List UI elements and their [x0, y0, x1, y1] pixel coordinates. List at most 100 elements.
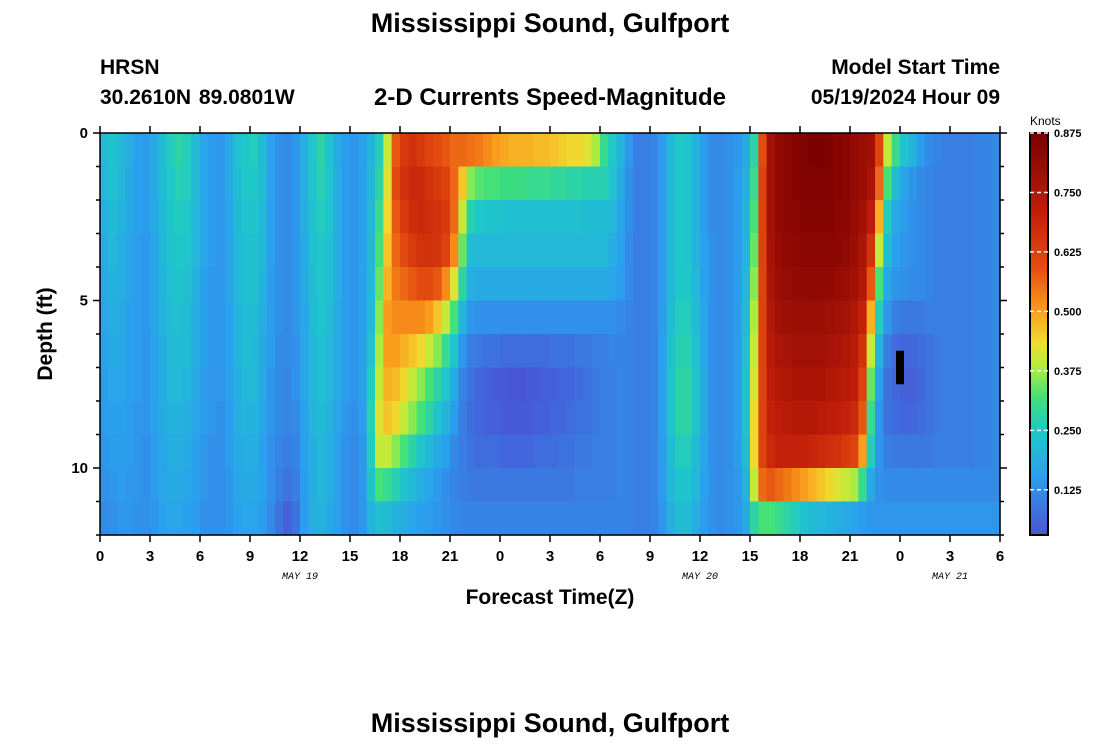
heatmap-cell	[433, 434, 443, 469]
heatmap-cell	[833, 367, 843, 402]
heatmap-cell	[250, 267, 259, 302]
heatmap-cell	[875, 200, 884, 235]
heatmap-cell	[708, 501, 718, 536]
heatmap-cell	[258, 300, 268, 335]
heatmap-cell	[691, 200, 701, 235]
heatmap-cell	[358, 434, 368, 469]
heatmap-cell	[416, 233, 426, 268]
heatmap-cell	[775, 166, 784, 201]
heatmap-cell	[441, 166, 451, 201]
heatmap-cell	[650, 334, 659, 369]
heatmap-cell	[958, 267, 968, 302]
heatmap-cell	[358, 133, 368, 168]
heatmap-cell	[333, 200, 343, 235]
heatmap-cell	[450, 401, 459, 436]
heatmap-cell	[991, 133, 1001, 168]
heatmap-cell	[866, 166, 876, 201]
heatmap-cell	[791, 300, 801, 335]
heatmap-cell	[450, 367, 459, 402]
heatmap-cell	[566, 367, 576, 402]
heatmap-cell	[408, 166, 418, 201]
heatmap-cell	[100, 200, 109, 235]
heatmap-cell	[416, 334, 426, 369]
heatmap-cell	[933, 434, 943, 469]
colorbar-tick-label: 0.750	[1054, 187, 1082, 199]
heatmap-cell	[625, 300, 634, 335]
heatmap-cell	[866, 367, 876, 402]
heatmap-cell	[616, 367, 626, 402]
heatmap-cell	[958, 501, 968, 536]
heatmap-cell	[691, 501, 701, 536]
heatmap-cell	[408, 501, 418, 536]
heatmap-cell	[533, 200, 543, 235]
heatmap-cell	[750, 367, 759, 402]
heatmap-cell	[208, 468, 218, 503]
heatmap-cell	[291, 300, 301, 335]
heatmap-cell	[550, 401, 559, 436]
heatmap-cell	[783, 401, 793, 436]
heatmap-cell	[900, 267, 909, 302]
heatmap-cell	[191, 166, 201, 201]
colorbar-tick-label: 0.375	[1054, 366, 1082, 378]
heatmap-cell	[383, 468, 393, 503]
heatmap-cell	[366, 334, 376, 369]
heatmap-cell	[866, 267, 876, 302]
heatmap-cell	[591, 468, 601, 503]
heatmap-cell	[558, 133, 568, 168]
heatmap-cell	[933, 166, 943, 201]
heatmap-cell	[750, 401, 759, 436]
heatmap-cell	[808, 434, 818, 469]
heatmap-cell	[733, 468, 743, 503]
heatmap-cell	[466, 501, 476, 536]
heatmap-cell	[208, 133, 218, 168]
heatmap-cell	[983, 367, 993, 402]
heatmap-cell	[958, 401, 968, 436]
heatmap-cell	[416, 133, 426, 168]
heatmap-cell	[366, 501, 376, 536]
heatmap-cell	[341, 200, 351, 235]
heatmap-cell	[700, 434, 709, 469]
heatmap-cell	[950, 300, 959, 335]
heatmap-cell	[300, 334, 309, 369]
heatmap-cell	[566, 401, 576, 436]
heatmap-cell	[716, 133, 726, 168]
heatmap-cell	[233, 367, 243, 402]
heatmap-cell	[158, 166, 168, 201]
heatmap-cell	[466, 133, 476, 168]
heatmap-cell	[733, 501, 743, 536]
heatmap-cell	[491, 267, 501, 302]
heatmap-cell	[841, 200, 851, 235]
heatmap-cell	[508, 501, 518, 536]
heatmap-cell	[700, 166, 709, 201]
heatmap-cell	[983, 401, 993, 436]
heatmap-cell	[208, 267, 218, 302]
heatmap-cell	[133, 501, 143, 536]
heatmap-cell	[141, 233, 151, 268]
heatmap-cell	[566, 267, 576, 302]
heatmap-cell	[108, 468, 118, 503]
heatmap-cell	[516, 468, 526, 503]
heatmap-cell	[566, 166, 576, 201]
x-tick-label: 12	[292, 548, 309, 565]
heatmap-cell	[416, 501, 426, 536]
heatmap-cell	[741, 166, 751, 201]
heatmap-cell	[641, 233, 651, 268]
heatmap-cell	[850, 300, 859, 335]
heatmap-cell	[550, 166, 559, 201]
heatmap-cell	[633, 401, 643, 436]
heatmap-cell	[725, 166, 734, 201]
heatmap-cell	[983, 434, 993, 469]
heatmap-cell	[358, 166, 368, 201]
heatmap-cell	[816, 334, 826, 369]
heatmap-cell	[908, 401, 918, 436]
heatmap-cell	[500, 166, 509, 201]
heatmap-cell	[925, 300, 934, 335]
heatmap-cell	[433, 133, 443, 168]
heatmap-cell	[941, 401, 951, 436]
heatmap-cell	[425, 133, 434, 168]
heatmap-cell	[741, 200, 751, 235]
heatmap-cell	[766, 434, 776, 469]
heatmap-cell	[275, 300, 284, 335]
heatmap-cell	[875, 434, 884, 469]
heatmap-cell	[800, 300, 809, 335]
